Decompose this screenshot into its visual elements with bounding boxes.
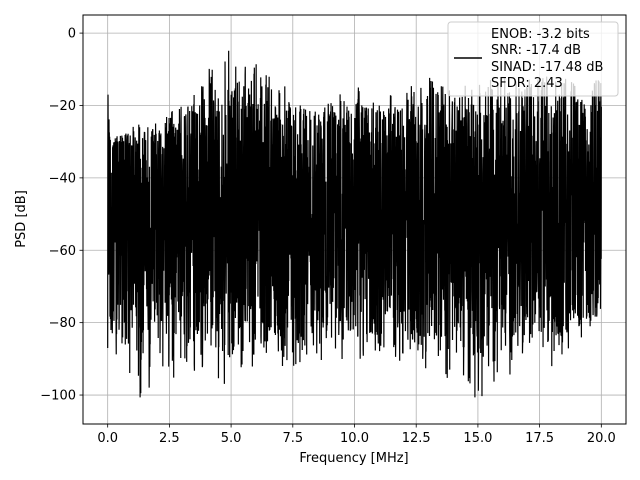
x-tick-label: 10.0 xyxy=(340,431,369,446)
y-tick-label: −80 xyxy=(49,316,76,331)
y-tick-label: −60 xyxy=(49,244,76,259)
x-tick-label: 0.0 xyxy=(97,431,118,446)
legend-line-snr: SNR: -17.4 dB xyxy=(491,43,581,58)
legend-line-sinad: SINAD: -17.48 dB xyxy=(491,60,603,75)
plot-area xyxy=(107,50,602,398)
x-tick-label: 5.0 xyxy=(221,431,242,446)
x-tick-label: 20.0 xyxy=(587,431,616,446)
y-tick-label: 0 xyxy=(68,27,76,42)
x-tick-label: 2.5 xyxy=(159,431,180,446)
x-tick-label: 7.5 xyxy=(282,431,303,446)
axis-ticks: 0.0 2.5 5.0 7.5 10.0 12.5 15.0 17.5 20.0 0 −20 −40 −… xyxy=(40,27,616,446)
x-tick-label: 12.5 xyxy=(402,431,431,446)
x-tick-label: 15.0 xyxy=(463,431,492,446)
psd-trace xyxy=(107,50,602,398)
y-axis-label: PSD [dB] xyxy=(14,190,29,248)
y-tick-label: −20 xyxy=(49,99,76,114)
x-tick-label: 17.5 xyxy=(525,431,554,446)
legend: ENOB: -3.2 bits SNR: -17.4 dB SINAD: -17… xyxy=(447,21,619,97)
legend-box xyxy=(447,21,619,97)
y-tick-label: −40 xyxy=(49,171,76,186)
legend-line-sfdr: SFDR: 2.43 xyxy=(491,76,563,91)
x-axis-label: Frequency [MHz] xyxy=(299,451,408,466)
y-tick-label: −100 xyxy=(40,389,76,404)
legend-line-enob: ENOB: -3.2 bits xyxy=(491,27,590,42)
